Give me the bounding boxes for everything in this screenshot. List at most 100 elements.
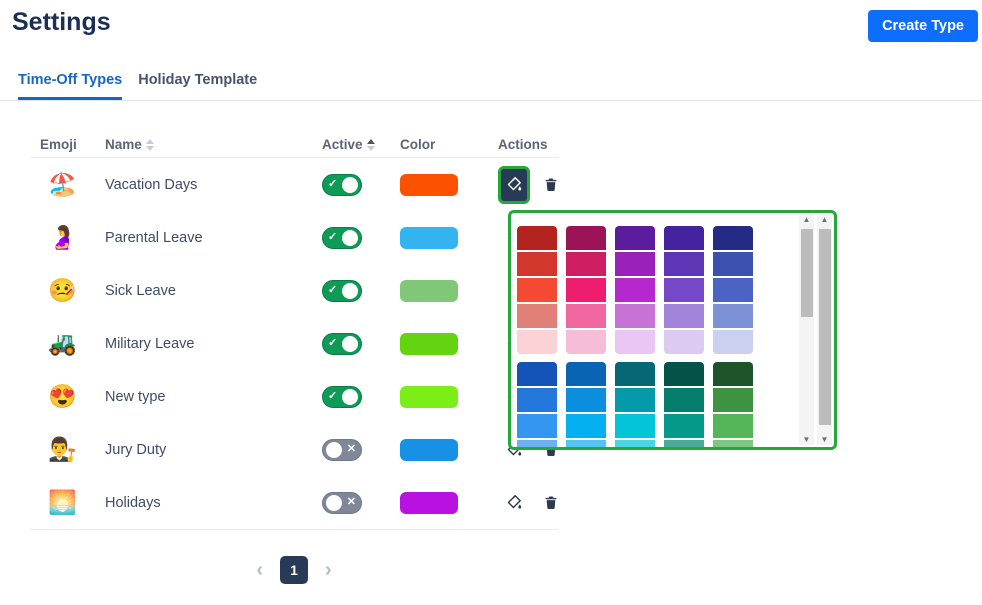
picker-color-swatch[interactable] (615, 414, 655, 438)
picker-color-swatch[interactable] (615, 388, 655, 412)
picker-color-swatch[interactable] (517, 414, 557, 438)
chevron-right-icon[interactable]: › (325, 559, 332, 581)
color-picker-grid (517, 226, 753, 447)
picker-color-swatch[interactable] (517, 278, 557, 302)
swatch-group (517, 362, 753, 447)
table-row: 🤰 Parental Leave ✓ (30, 211, 558, 264)
picker-color-swatch[interactable] (713, 252, 753, 276)
scrollbar-inner[interactable]: ▲ ▼ (799, 215, 814, 445)
picker-color-swatch[interactable] (664, 252, 704, 276)
picker-color-swatch[interactable] (615, 330, 655, 354)
active-toggle[interactable]: ✕ (322, 491, 362, 514)
picker-color-swatch[interactable] (615, 362, 655, 386)
picker-color-swatch[interactable] (615, 252, 655, 276)
picker-color-swatch[interactable] (517, 440, 557, 447)
toggle-state-icon: ✕ (346, 496, 356, 508)
toggle-state-icon: ✓ (328, 390, 338, 402)
active-toggle[interactable]: ✓ (322, 279, 362, 302)
column-header-active[interactable]: Active (322, 137, 400, 152)
picker-color-swatch[interactable] (664, 414, 704, 438)
color-swatch (400, 385, 458, 408)
chevron-left-icon[interactable]: ‹ (256, 559, 263, 581)
picker-color-swatch[interactable] (664, 388, 704, 412)
delete-button[interactable] (543, 176, 559, 193)
picker-color-swatch[interactable] (713, 362, 753, 386)
scroll-up-icon[interactable]: ▲ (820, 215, 829, 224)
active-toggle[interactable]: ✕ (322, 438, 362, 461)
picker-color-swatch[interactable] (615, 226, 655, 250)
picker-color-swatch[interactable] (713, 388, 753, 412)
picker-color-swatch[interactable] (713, 226, 753, 250)
scrollbar-outer[interactable]: ▲ ▼ (817, 215, 832, 445)
picker-color-swatch[interactable] (517, 362, 557, 386)
active-toggle[interactable]: ✓ (322, 332, 362, 355)
scroll-up-icon[interactable]: ▲ (802, 215, 811, 224)
table-row: 🚜 Military Leave ✓ (30, 317, 558, 370)
scroll-down-icon[interactable]: ▼ (802, 435, 811, 444)
picker-color-swatch[interactable] (517, 388, 557, 412)
tab-holiday-template[interactable]: Holiday Template (138, 72, 258, 88)
swatch-column (713, 362, 753, 447)
sort-arrows-icon[interactable] (145, 138, 154, 151)
picker-color-swatch[interactable] (713, 414, 753, 438)
swatch-column (566, 226, 606, 354)
picker-color-swatch[interactable] (615, 304, 655, 328)
picker-color-swatch[interactable] (664, 362, 704, 386)
picker-color-swatch[interactable] (517, 330, 557, 354)
create-type-button[interactable]: Create Type (868, 10, 978, 42)
picker-color-swatch[interactable] (517, 252, 557, 276)
change-color-button[interactable] (498, 165, 530, 204)
type-name: Jury Duty (105, 441, 167, 458)
picker-color-swatch[interactable] (664, 226, 704, 250)
picker-color-swatch[interactable] (566, 304, 606, 328)
table-row: 🌅 Holidays ✕ (30, 476, 558, 529)
picker-color-swatch[interactable] (566, 330, 606, 354)
picker-color-swatch[interactable] (615, 278, 655, 302)
change-color-button[interactable] (498, 484, 530, 522)
table-row: 👨‍⚖️ Jury Duty ✕ (30, 423, 558, 476)
picker-color-swatch[interactable] (713, 330, 753, 354)
active-toggle[interactable]: ✓ (322, 173, 362, 196)
scrollbar-thumb[interactable] (818, 229, 831, 425)
active-toggle[interactable]: ✓ (322, 226, 362, 249)
scrollbar-track[interactable] (817, 227, 832, 433)
picker-color-swatch[interactable] (713, 440, 753, 447)
picker-color-swatch[interactable] (664, 278, 704, 302)
type-emoji: 🤰 (48, 224, 77, 250)
active-toggle[interactable]: ✓ (322, 385, 362, 408)
picker-color-swatch[interactable] (566, 226, 606, 250)
picker-color-swatch[interactable] (566, 278, 606, 302)
picker-color-swatch[interactable] (713, 304, 753, 328)
picker-color-swatch[interactable] (517, 304, 557, 328)
scrollbar-track[interactable] (799, 227, 814, 433)
picker-color-swatch[interactable] (566, 414, 606, 438)
type-emoji: 🌅 (48, 489, 77, 515)
picker-color-swatch[interactable] (517, 226, 557, 250)
toggle-state-icon: ✓ (328, 178, 338, 190)
page-number-button[interactable]: 1 (280, 556, 308, 584)
swatch-column (664, 226, 704, 354)
picker-color-swatch[interactable] (566, 362, 606, 386)
tab-time-off-types[interactable]: Time-Off Types (18, 68, 123, 100)
picker-color-swatch[interactable] (664, 304, 704, 328)
color-swatch (400, 226, 458, 249)
table-body: 🏖️ Vacation Days ✓ (30, 158, 558, 530)
picker-color-swatch[interactable] (713, 278, 753, 302)
picker-color-swatch[interactable] (566, 388, 606, 412)
picker-color-swatch[interactable] (664, 440, 704, 447)
table-header-row: Emoji Name Active Color Actions (30, 132, 558, 158)
scroll-down-icon[interactable]: ▼ (820, 435, 829, 444)
picker-color-swatch[interactable] (615, 440, 655, 447)
picker-color-swatch[interactable] (566, 440, 606, 447)
type-emoji: 🤒 (48, 277, 77, 303)
color-swatch (400, 438, 458, 461)
color-swatch (400, 173, 458, 196)
delete-button[interactable] (543, 494, 559, 511)
scrollbar-thumb[interactable] (800, 229, 813, 317)
column-header-name[interactable]: Name (105, 137, 322, 152)
sort-arrows-icon[interactable] (366, 138, 375, 151)
picker-color-swatch[interactable] (566, 252, 606, 276)
picker-color-swatch[interactable] (664, 330, 704, 354)
paint-bucket-icon (506, 494, 523, 511)
